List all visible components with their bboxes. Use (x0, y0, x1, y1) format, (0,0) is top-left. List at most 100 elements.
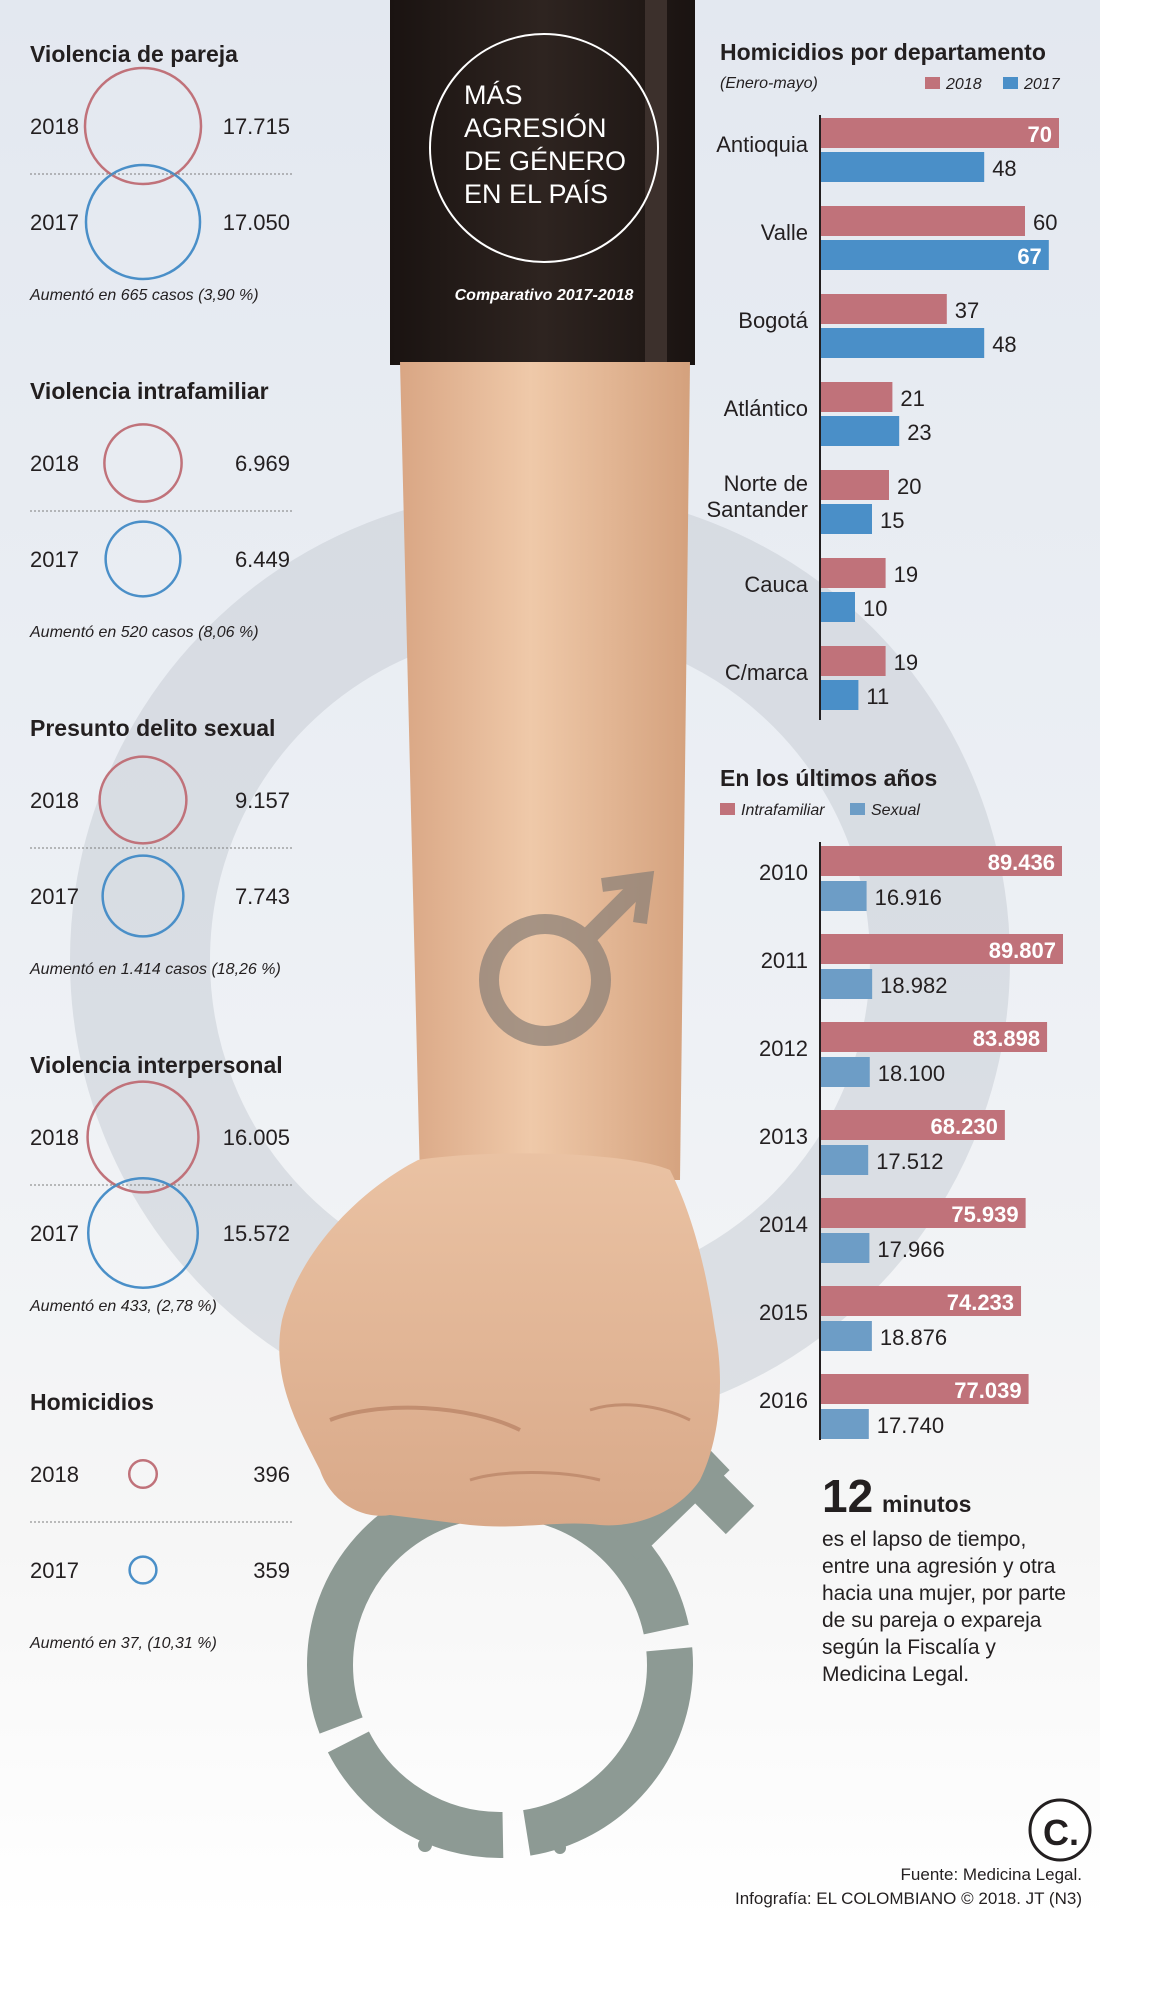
section-title: Homicidios (30, 1389, 154, 1415)
bar-value-label: 11 (866, 684, 889, 709)
bar-2017 (821, 504, 872, 534)
header-title-line: MÁS (464, 80, 523, 110)
value-circle (104, 520, 182, 598)
bar-value-label: 48 (992, 156, 1016, 181)
chart-homicidios-departamento: Homicidios por departamento (Enero-mayo) 2… (706, 39, 1061, 720)
header-title-line: DE GÉNERO (464, 146, 626, 176)
bar-value-label: 48 (992, 332, 1016, 357)
comparison-section: Homicidios 2018 396 2017 359 Aumentó en 37, (… (29, 1389, 292, 1652)
bar-value-label: 23 (907, 420, 931, 445)
header-circle (429, 33, 659, 263)
category-label: Atlántico (724, 396, 808, 421)
row-year: 2018 (30, 451, 79, 476)
value-circle (83, 66, 203, 186)
bar-Sexual (821, 1409, 869, 1439)
fact-unit: minutos (882, 1491, 971, 1517)
fact-line: es el lapso de tiempo, (822, 1528, 1026, 1551)
comparison-section: Violencia interpersonal 2018 16.005 2017 15.… (29, 1052, 292, 1315)
fact-line: hacia una mujer, por parte (822, 1582, 1066, 1605)
bar-Intrafamiliar (821, 1110, 1005, 1140)
row-year: 2017 (30, 1558, 79, 1583)
row-value: 17.715 (223, 114, 290, 139)
category-label: 2010 (759, 860, 808, 885)
bar-Sexual (821, 969, 873, 999)
legend-swatch (925, 77, 940, 89)
bar-value-label: 18.982 (880, 973, 947, 998)
chart-title: Homicidios por departamento (720, 39, 1046, 65)
row-year: 2018 (30, 1125, 79, 1150)
bar-2017 (821, 152, 985, 182)
footer-logo: C. (1028, 1798, 1092, 1862)
section-title: Presunto delito sexual (30, 715, 275, 741)
section-title: Violencia de pareja (30, 41, 238, 67)
value-circle (103, 423, 183, 503)
category-label: Santander (706, 497, 808, 522)
comparison-section: Violencia de pareja 2018 17.715 2017 17.050 A… (29, 41, 292, 304)
row-value: 9.157 (235, 788, 290, 813)
header-subtitle: Comparativo 2017-2018 (455, 287, 634, 304)
bar-value-label: 68.230 (931, 1114, 998, 1139)
row-year: 2018 (30, 114, 79, 139)
row-year: 2018 (30, 1462, 79, 1487)
male-symbol (479, 870, 655, 1046)
bar-value-label: 37 (955, 298, 979, 323)
sleeve (390, 0, 695, 365)
category-label: 2011 (761, 948, 808, 973)
bar-value-label: 75.939 (951, 1202, 1018, 1227)
fact-block: 12 minutos es el lapso de tiempo, entre una… (822, 1470, 1066, 1686)
row-year: 2017 (30, 547, 79, 572)
chart-title: En los últimos años (720, 765, 937, 791)
category-label: Valle (761, 220, 808, 245)
legend-swatch (1003, 77, 1018, 89)
row-value: 15.572 (223, 1221, 290, 1246)
source-text: Fuente: Medicina Legal. (901, 1865, 1082, 1884)
row-value: 6.969 (235, 451, 290, 476)
bar-Intrafamiliar (821, 1286, 1022, 1316)
bar-value-label: 17.740 (877, 1413, 944, 1438)
section-note: Aumentó en 37, (10,31 %) (29, 1635, 217, 1652)
category-label: 2016 (759, 1388, 808, 1413)
bar-Sexual (821, 1145, 869, 1175)
value-circle (101, 854, 185, 938)
bar-2018 (821, 646, 886, 676)
row-value: 17.050 (223, 210, 290, 235)
fist (279, 1153, 720, 1527)
row-year: 2017 (30, 1221, 79, 1246)
header-title-line: AGRESIÓN (464, 112, 607, 143)
comparison-section: Presunto delito sexual 2018 9.157 2017 7.743… (29, 715, 292, 978)
bar-2017 (821, 680, 859, 710)
row-year: 2017 (30, 884, 79, 909)
fact-line: entre una agresión y otra (822, 1555, 1056, 1578)
chart-ultimos-anos: En los últimos años Intrafamiliar Sexual 20… (720, 765, 1063, 1440)
legend-swatch (850, 803, 865, 815)
bar-value-label: 19 (894, 562, 918, 587)
bar-value-label: 15 (880, 508, 904, 533)
bar-value-label: 21 (900, 386, 924, 411)
legend-label: Intrafamiliar (741, 802, 825, 819)
category-label: 2012 (759, 1036, 808, 1061)
fact-line: Medicina Legal. (822, 1663, 969, 1686)
bar-2018 (821, 294, 947, 324)
bar-value-label: 74.233 (947, 1290, 1014, 1315)
bar-value-label: 89.807 (989, 938, 1056, 963)
category-label: 2013 (759, 1124, 808, 1149)
bar-2018 (821, 118, 1059, 148)
section-note: Aumentó en 665 casos (3,90 %) (29, 287, 259, 304)
bar-2018 (821, 206, 1025, 236)
legend-label: Sexual (871, 802, 920, 819)
bar-value-label: 70 (1028, 122, 1052, 147)
bar-Intrafamiliar (821, 934, 1063, 964)
bar-value-label: 20 (897, 474, 921, 499)
bar-2017 (821, 328, 985, 358)
chart-subtitle: (Enero-mayo) (720, 75, 818, 92)
bar-Intrafamiliar (821, 1022, 1048, 1052)
row-value: 396 (253, 1462, 290, 1487)
logo-letter: C. (1043, 1812, 1079, 1853)
legend-label: 2017 (1023, 76, 1061, 93)
bar-2018 (821, 382, 893, 412)
infographic: MÁS AGRESIÓN DE GÉNERO EN EL PAÍS Comparati… (0, 0, 1100, 1920)
row-year: 2017 (30, 210, 79, 235)
legend-swatch (720, 803, 735, 815)
